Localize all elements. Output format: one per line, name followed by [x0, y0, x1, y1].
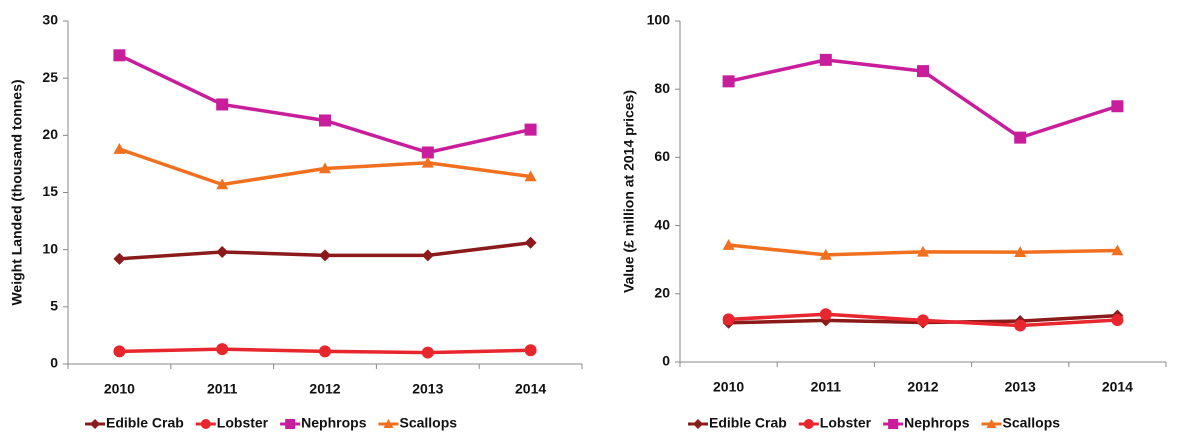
- legend-marker: [383, 419, 394, 428]
- marker: [113, 49, 126, 62]
- marker: [917, 314, 929, 327]
- legend-marker: [986, 419, 997, 428]
- marker: [319, 345, 331, 358]
- marker: [421, 249, 434, 262]
- legend-marker: [90, 419, 100, 429]
- marker: [524, 344, 537, 357]
- marker: [722, 239, 735, 250]
- legend-label: Edible Crab: [709, 415, 787, 431]
- marker: [1111, 244, 1124, 256]
- marker: [113, 345, 126, 358]
- marker: [722, 75, 735, 88]
- x-tick-label: 2012: [907, 379, 938, 395]
- y-tick-label: 60: [654, 148, 670, 164]
- marker: [917, 65, 929, 78]
- marker: [524, 236, 537, 249]
- x-tick-label: 2014: [1102, 379, 1133, 395]
- x-tick-label: 2011: [207, 381, 238, 397]
- marker: [524, 123, 537, 136]
- legend-label: Lobster: [820, 415, 872, 431]
- legend-label: Scallops: [399, 415, 457, 431]
- y-tick-label: 20: [654, 285, 670, 301]
- marker: [524, 170, 537, 182]
- y-tick-label: 25: [42, 69, 58, 85]
- marker: [113, 252, 126, 265]
- legend-marker: [285, 419, 296, 429]
- y-axis-label: Value (£ million at 2014 prices): [621, 90, 637, 293]
- y-tick-label: 20: [42, 126, 58, 142]
- y-tick-label: 0: [662, 353, 670, 369]
- marker: [819, 308, 832, 321]
- legend-marker: [200, 419, 211, 429]
- marker: [216, 245, 229, 258]
- y-tick-label: 100: [647, 12, 671, 28]
- x-tick-label: 2010: [104, 381, 135, 397]
- marker: [1014, 246, 1027, 257]
- y-tick-label: 5: [50, 298, 58, 314]
- x-tick-label: 2011: [811, 379, 842, 395]
- series-line: [118, 53, 531, 155]
- y-tick-label: 15: [42, 183, 58, 199]
- marker: [819, 248, 832, 260]
- marker: [1111, 100, 1124, 113]
- marker: [421, 156, 434, 168]
- x-tick-label: 2012: [309, 381, 340, 397]
- marker: [722, 313, 735, 326]
- marker: [421, 146, 434, 159]
- legend-label: Nephrops: [904, 415, 970, 431]
- x-tick-label: 2014: [515, 381, 546, 397]
- marker: [319, 249, 331, 262]
- legend-label: Nephrops: [301, 415, 367, 431]
- marker: [216, 178, 229, 190]
- marker: [1014, 319, 1027, 332]
- marker: [421, 346, 434, 359]
- marker: [216, 98, 229, 111]
- legend-marker: [888, 419, 899, 429]
- marker: [113, 143, 126, 154]
- y-tick-label: 40: [654, 216, 670, 232]
- x-tick-label: 2010: [713, 379, 744, 395]
- y-axis-label: Weight Landed (thousand tonnes): [9, 79, 25, 305]
- marker: [216, 343, 229, 356]
- x-tick-label: 2013: [1005, 379, 1036, 395]
- legend-marker: [693, 419, 703, 429]
- marker: [917, 245, 929, 257]
- y-tick-label: 10: [42, 240, 58, 256]
- marker: [819, 53, 832, 66]
- marker: [1111, 314, 1124, 327]
- legend-label: Edible Crab: [106, 415, 184, 431]
- y-tick-label: 30: [42, 12, 58, 28]
- marker: [319, 114, 331, 127]
- legend-label: Scallops: [1002, 415, 1060, 431]
- legend-label: Lobster: [217, 415, 269, 431]
- legend-marker: [803, 419, 814, 429]
- marker: [319, 162, 331, 174]
- y-tick-label: 0: [50, 355, 58, 371]
- x-tick-label: 2013: [412, 381, 443, 397]
- y-tick-label: 80: [654, 80, 670, 96]
- marker: [1014, 131, 1027, 144]
